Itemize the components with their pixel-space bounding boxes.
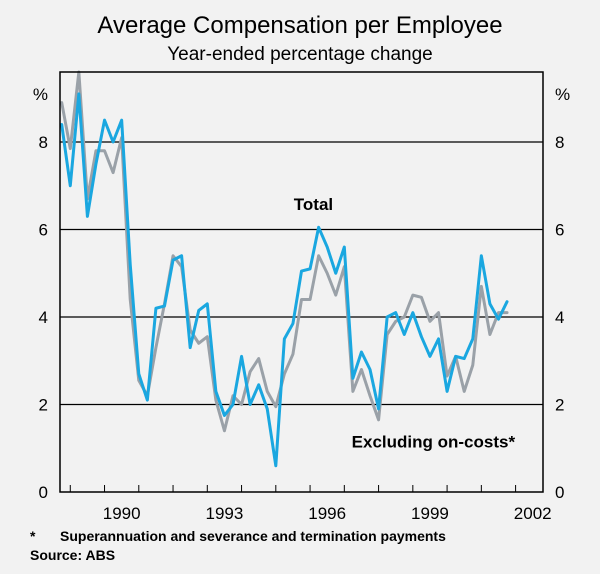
- chart-title: Average Compensation per Employee: [97, 12, 503, 39]
- x-tick-label: 1993: [206, 504, 244, 523]
- source-note: Source: ABS: [30, 547, 116, 563]
- y-tick-label-right: 8: [555, 133, 564, 152]
- x-tick-label: 1990: [103, 504, 141, 523]
- y-tick-label-right: 2: [555, 396, 564, 415]
- annotation-total: Total: [294, 195, 333, 214]
- x-tick-label: 1996: [308, 504, 346, 523]
- y-tick-label-right: 0: [555, 483, 564, 502]
- footnote-text: Superannuation and severance and termina…: [60, 528, 446, 544]
- y-axis-label-left: %: [33, 85, 48, 104]
- plot-frame: [59, 71, 544, 493]
- y-tick-label-left: 8: [39, 133, 48, 152]
- y-tick-label-left: 0: [39, 483, 48, 502]
- x-tick-label: 1999: [411, 504, 449, 523]
- y-tick-label-left: 2: [39, 396, 48, 415]
- y-tick-label-left: 4: [39, 308, 48, 327]
- footnote-star: *: [30, 528, 36, 544]
- y-tick-label-left: 6: [39, 221, 48, 240]
- y-tick-label-right: 4: [555, 308, 564, 327]
- series-line-total: [60, 92, 509, 468]
- y-axis-label-right: %: [555, 85, 570, 104]
- y-tick-label-right: 6: [555, 221, 564, 240]
- annotation-excluding-on-costs: Excluding on-costs*: [352, 432, 516, 451]
- footnote: * Superannuation and severance and termin…: [30, 528, 446, 544]
- x-tick-label: 2002: [514, 504, 552, 523]
- chart-subtitle: Year-ended percentage change: [167, 44, 433, 65]
